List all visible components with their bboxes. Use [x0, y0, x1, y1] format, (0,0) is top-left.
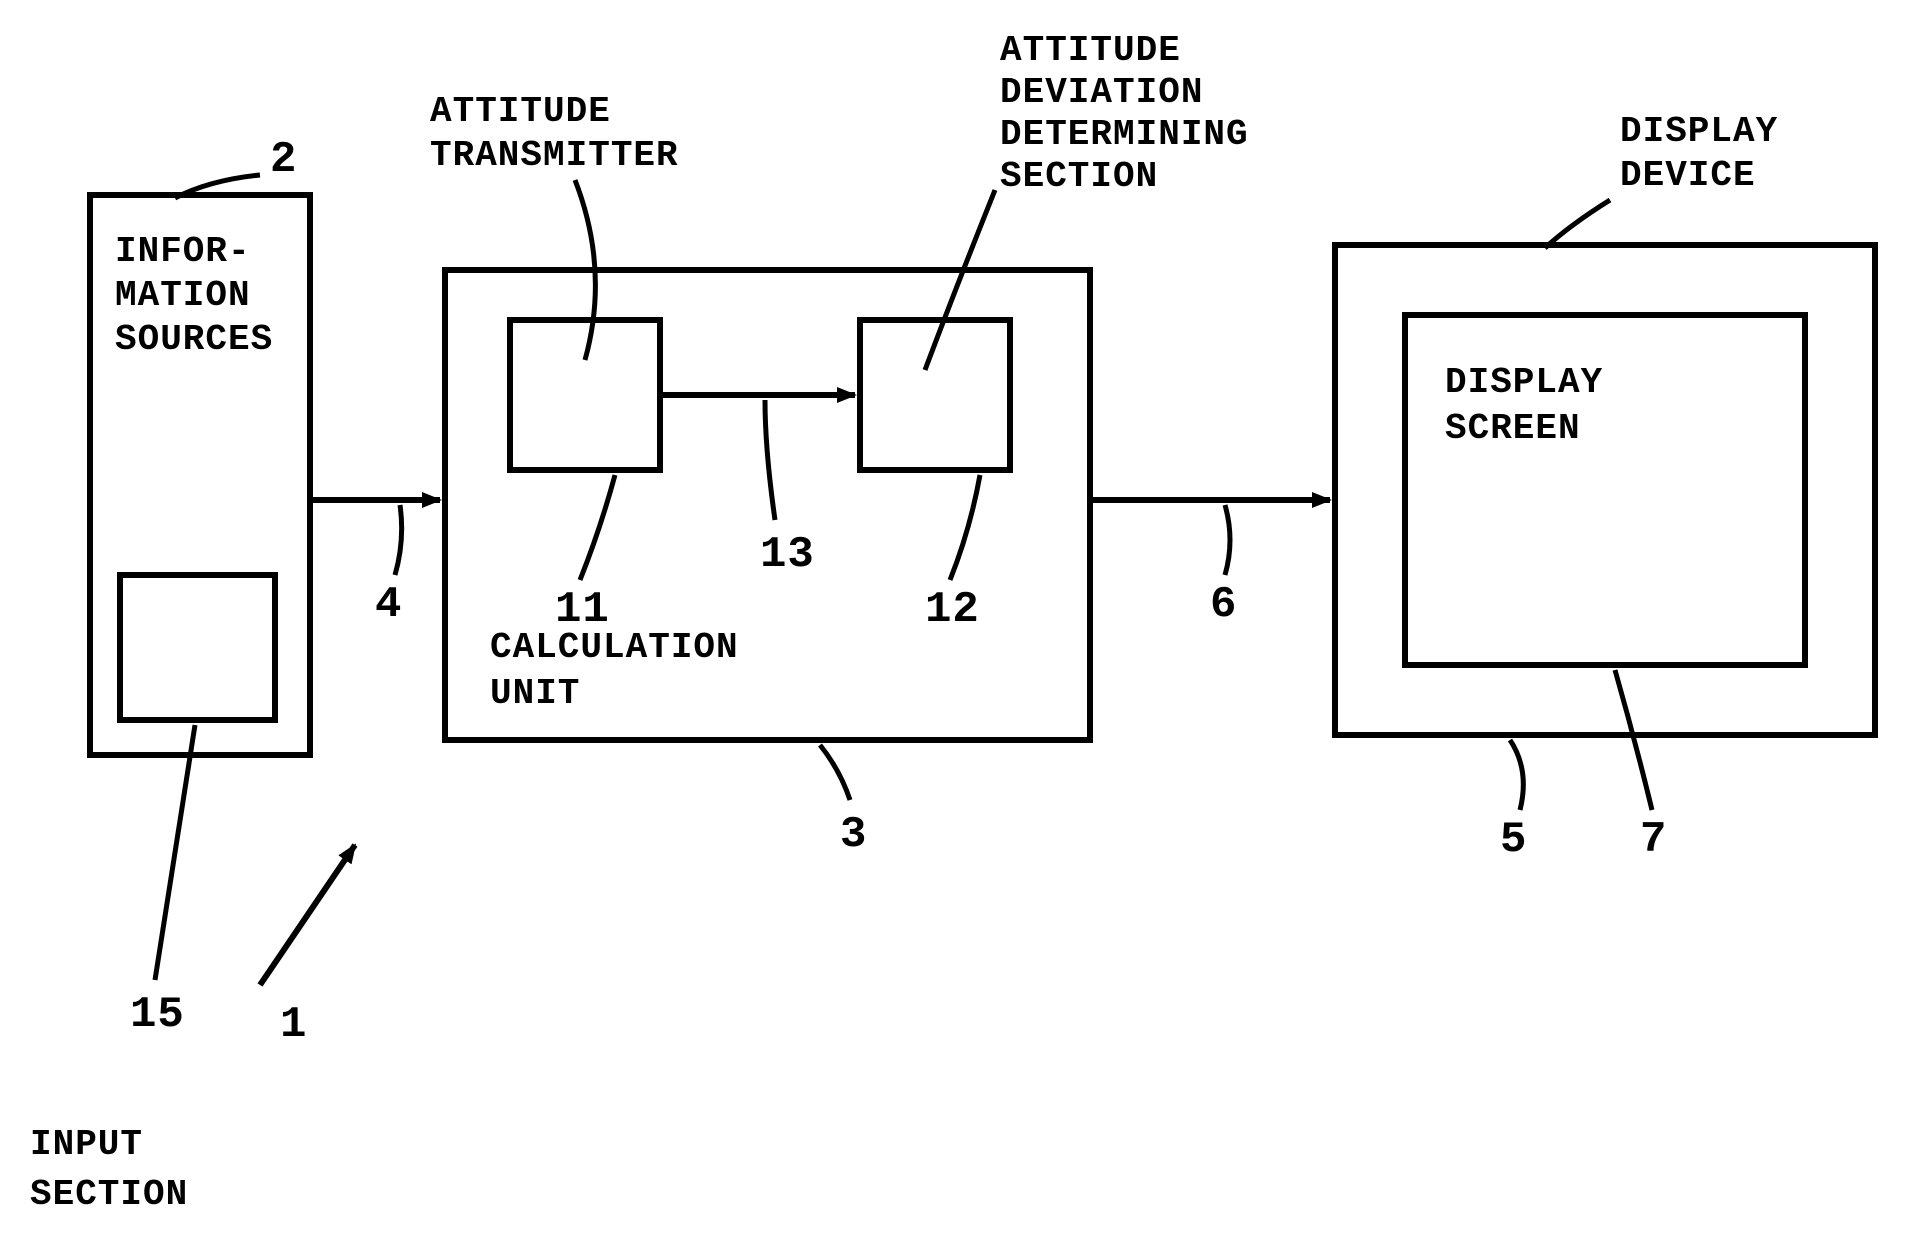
- ref-6: 6: [1210, 580, 1237, 630]
- ref-12: 12: [925, 585, 980, 635]
- label-attitude-deviation: ATTITUDE DEVIATION DETERMINING SECTION: [1000, 30, 1249, 198]
- leader-n11: [580, 475, 615, 580]
- leader-attitude-dev: [925, 190, 995, 370]
- label-attitude-transmitter: ATTITUDE TRANSMITTER: [430, 90, 679, 178]
- leader-n6: [1225, 505, 1230, 575]
- leader-n4: [395, 505, 402, 575]
- ref-7: 7: [1640, 815, 1667, 865]
- ref-13: 13: [760, 530, 815, 580]
- ref-2: 2: [270, 135, 297, 185]
- arrow-pointer-1: [260, 845, 355, 985]
- ref-4: 4: [375, 580, 402, 630]
- leaders-group: [155, 175, 1652, 980]
- box-display-device: [1335, 245, 1875, 735]
- boxes-group: [90, 195, 1875, 755]
- arrows-group: [260, 395, 1330, 985]
- leader-n5: [1510, 740, 1523, 810]
- ref-5: 5: [1500, 815, 1527, 865]
- leader-n15: [155, 725, 195, 980]
- leader-n7: [1615, 670, 1652, 810]
- leader-n12: [950, 475, 980, 580]
- leader-n3: [820, 745, 850, 800]
- ref-15: 15: [130, 990, 185, 1040]
- ref-1: 1: [280, 1000, 307, 1050]
- leader-display-dev: [1545, 200, 1610, 248]
- ref-11: 11: [555, 585, 610, 635]
- ref-3: 3: [840, 810, 867, 860]
- label-calculation-unit: CALCULATION UNIT: [490, 625, 739, 717]
- label-info-sources: INFOR- MATION SOURCES: [115, 230, 273, 362]
- box-attitude-transmitter: [510, 320, 660, 470]
- box-input-section: [120, 575, 275, 720]
- leader-n13: [765, 400, 775, 520]
- label-display-device: DISPLAY DEVICE: [1620, 110, 1778, 198]
- label-input-section: INPUT SECTION: [30, 1120, 188, 1220]
- label-display-screen: DISPLAY SCREEN: [1445, 360, 1603, 452]
